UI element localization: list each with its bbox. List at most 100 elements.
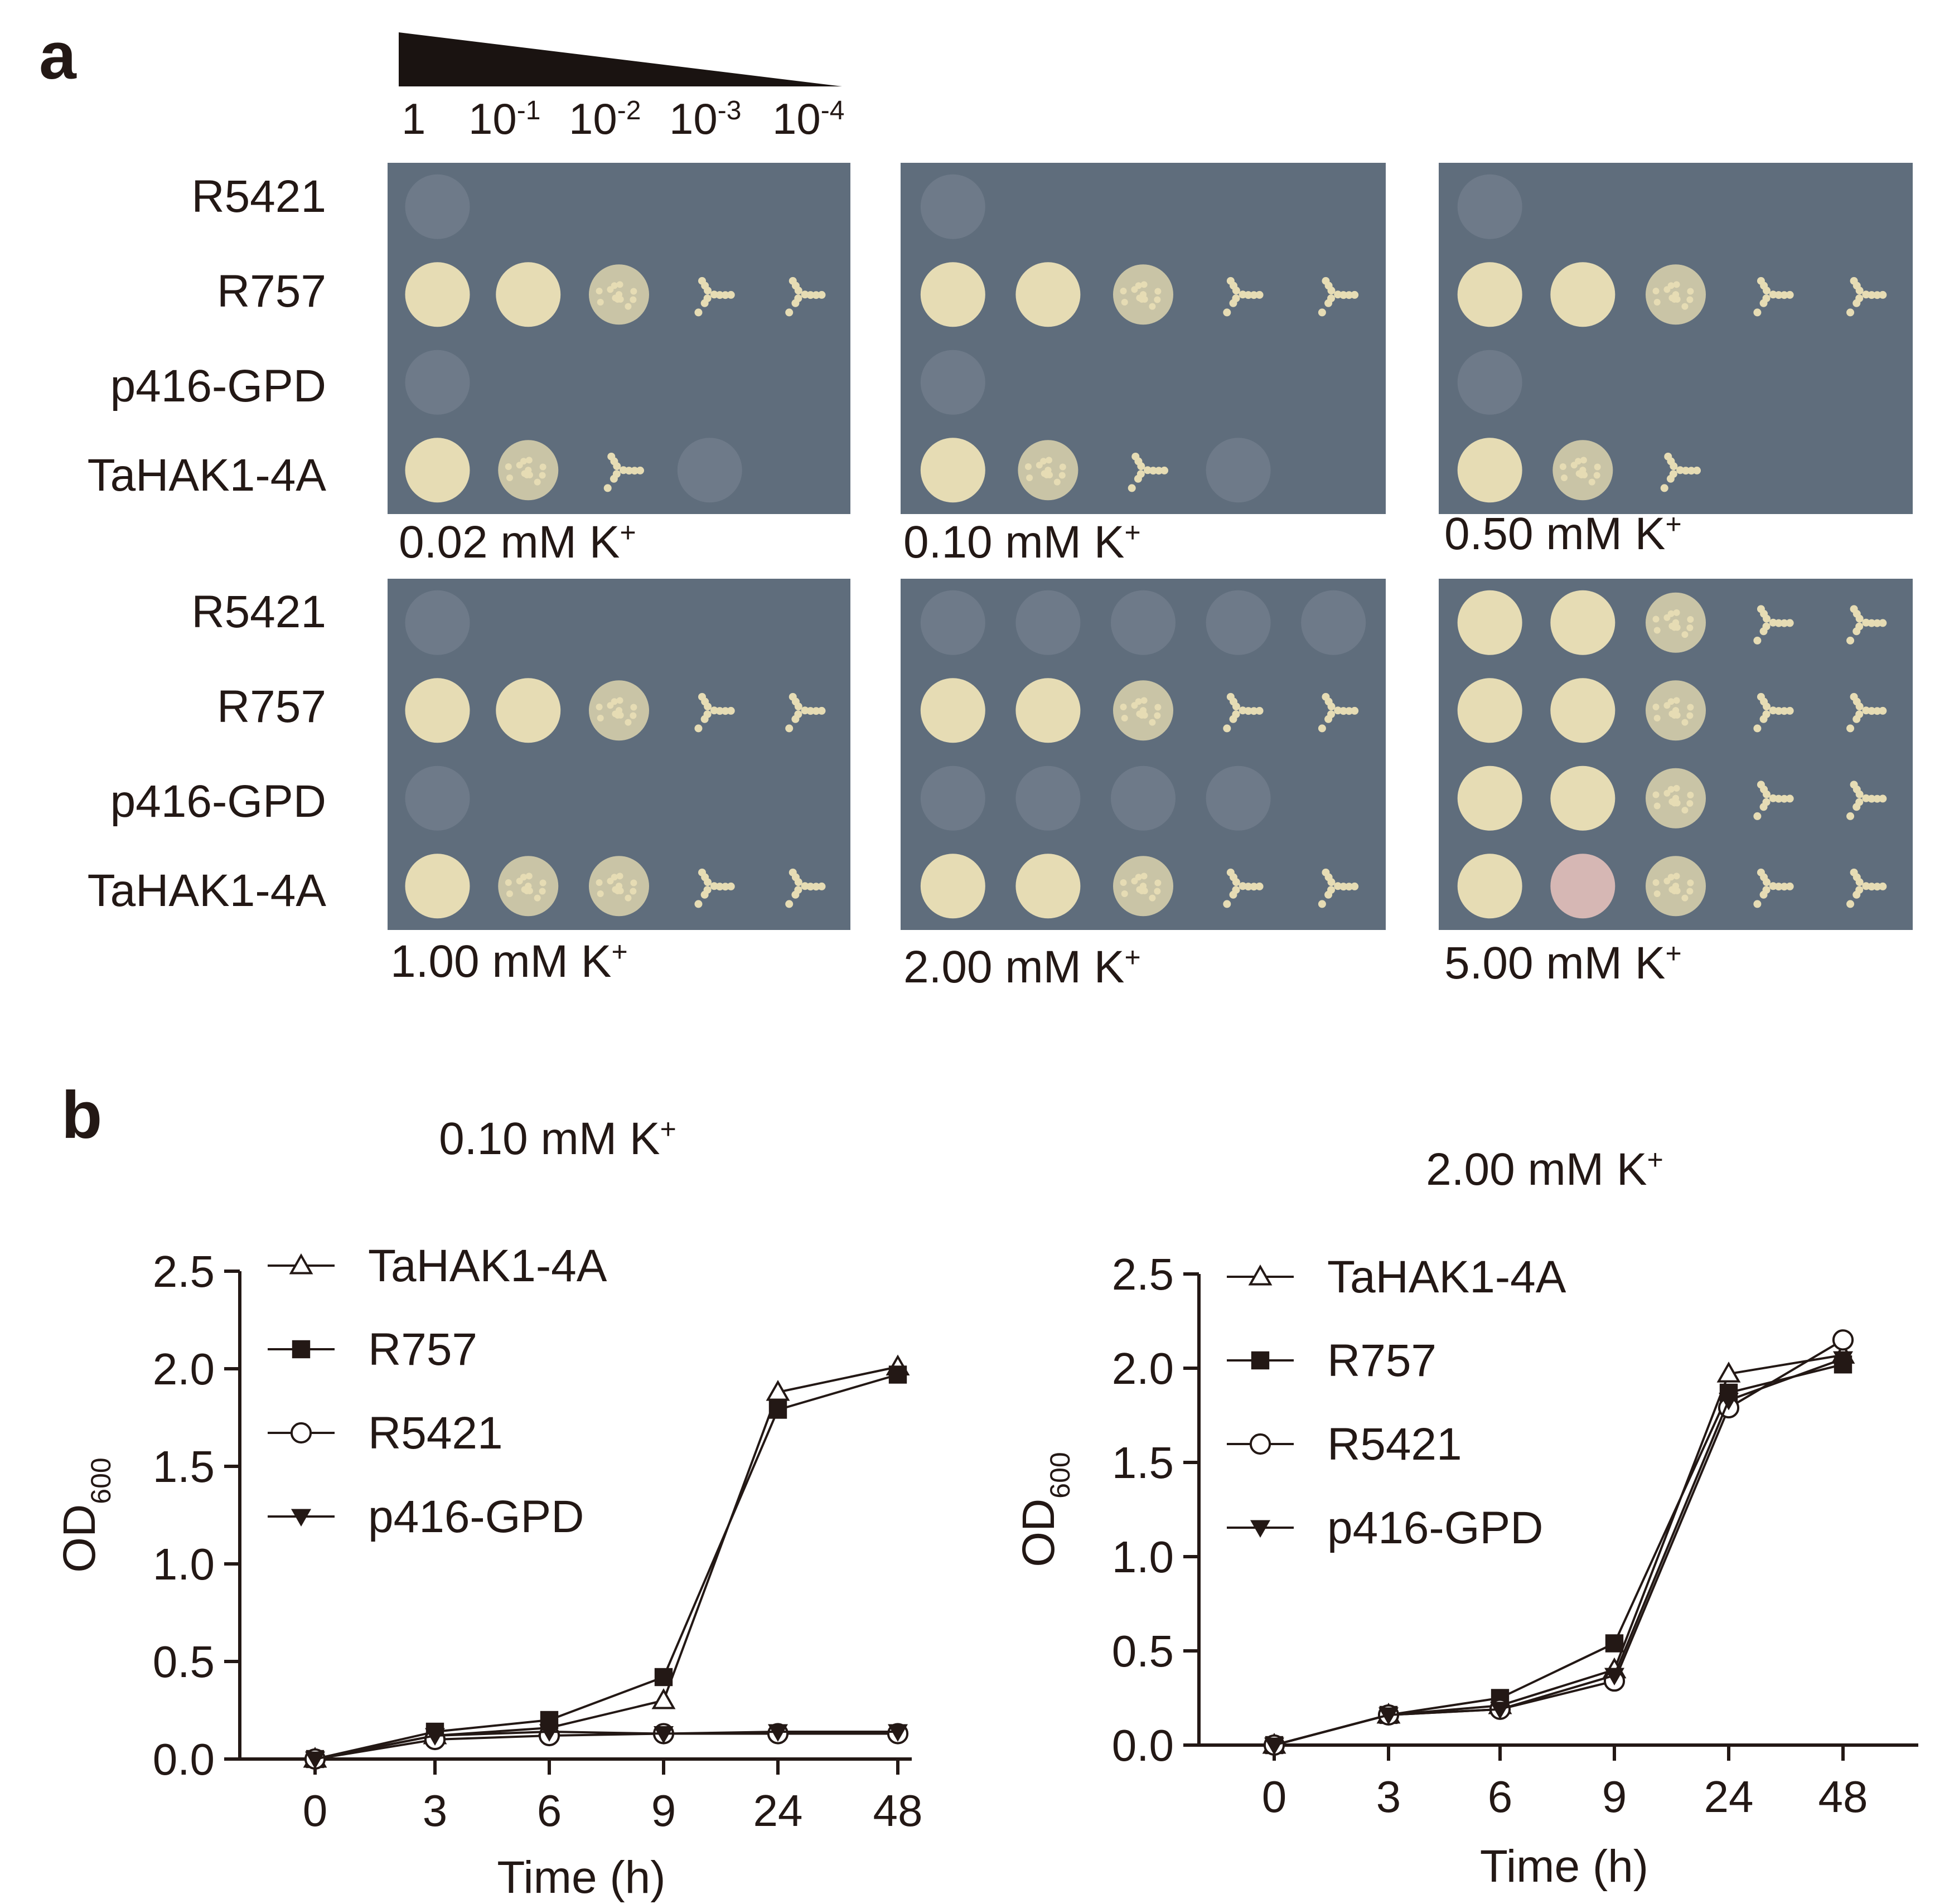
colony-dot [525,873,533,880]
plate-6 [1439,579,1913,930]
dilution-exponent: -3 [718,96,742,125]
colony-dot [630,704,637,711]
legend-label: p416-GPD [1327,1503,1543,1553]
dilution-wedge [399,32,842,86]
x-tick-label: 3 [423,1786,448,1835]
colony-dot [1786,794,1794,803]
condition-label: 0.10 mM K+ [903,517,1141,568]
colony-dot [1762,798,1771,806]
colony-dot [1141,887,1148,894]
y-tick-label: 0.5 [1112,1626,1174,1676]
colony-dot [1786,706,1794,715]
faint-spot [920,174,985,239]
colony-dot [1223,308,1231,317]
colony-dot [1149,719,1156,726]
colony-dot [1244,291,1252,299]
colony-dot [1774,794,1783,803]
colony-spot [496,678,561,743]
colony-dot [1046,471,1053,478]
colony-dot [1120,879,1127,886]
condition-ion: + [620,517,636,548]
dilution-label: 1 [402,94,425,143]
colony-dot [1753,900,1762,908]
colony-dot [1670,462,1678,471]
colony-dot [1873,707,1881,715]
colony-dot [1774,291,1783,299]
condition-label: 2.00 mM K+ [903,942,1141,992]
colony-dot [806,291,815,299]
colony-dot [1045,457,1052,464]
colony-dot [1561,474,1568,481]
colony-dot [1879,619,1887,627]
faint-spot [920,766,985,831]
colony-dot [526,471,533,478]
colony-dot [1593,472,1600,479]
colony-dot [1059,463,1066,471]
colony-spot [1550,766,1615,831]
faint-spot [677,438,742,503]
condition-ion: + [611,936,627,967]
data-point [654,1726,674,1744]
data-point [1378,1707,1399,1725]
colony-dot [1652,616,1660,623]
colony-dot [1559,463,1566,470]
legend-label: R757 [368,1324,477,1375]
colony-dot [630,288,637,295]
y-tick-label: 1.5 [1112,1438,1174,1488]
colony-dot [1855,287,1864,295]
data-point [768,1401,787,1419]
plate-1 [388,163,850,514]
colony-dot [1780,883,1788,891]
colony-dot [1131,702,1138,709]
data-point [305,1751,325,1769]
data-point [1264,1737,1284,1755]
colony-dot [613,462,621,471]
colony-dot [616,873,623,880]
colony-dot [1687,879,1694,886]
colony-dot [625,303,632,310]
colony-dot [1855,878,1864,886]
colony-dot [597,714,604,721]
colony-dot [727,290,735,299]
colony-dot [1762,287,1771,295]
colony-dot [1154,288,1162,295]
faint-spot [405,174,470,239]
colony-dot [625,719,632,726]
colony-dot [1673,295,1681,303]
colony-dot [1653,298,1661,306]
plate-4 [388,579,850,930]
colony-dot [1753,636,1762,645]
colony-dot [1692,466,1701,474]
colony-dot [1154,879,1162,886]
colony-dot [1154,704,1162,711]
y-tick-label: 2.5 [1112,1249,1174,1299]
condition-label: 0.02 mM K+ [399,517,636,568]
colony-dot [630,888,637,895]
colony-dot [1154,888,1161,895]
x-tick-label: 24 [753,1786,803,1835]
colony-dot [1780,707,1788,715]
colony-spot [1550,854,1615,919]
dilution-exponent: -1 [517,96,541,125]
colony-dot [1762,703,1771,711]
panel-b-label: b [61,1078,103,1152]
colony-dot [1786,619,1794,627]
legend-item: TaHAK1-4A [1227,1252,1566,1302]
colony-dot [636,466,644,474]
y-tick-label: 0.0 [1112,1721,1174,1770]
colony-dot [806,883,815,891]
strain-label-r757: R757 [217,266,326,317]
colony-dot [1339,707,1348,715]
colony-dot [1232,710,1240,719]
colony-dot [704,703,712,711]
faint-spot [405,590,470,655]
colony-dot [1786,290,1794,299]
colony-dot [506,474,513,481]
colony-dot [1327,886,1336,894]
x-tick-label: 48 [1818,1772,1868,1821]
colony-dot [1653,802,1661,810]
colony-dot [1846,308,1855,317]
colony-dot [597,890,604,897]
legend-label: R5421 [1327,1419,1462,1470]
